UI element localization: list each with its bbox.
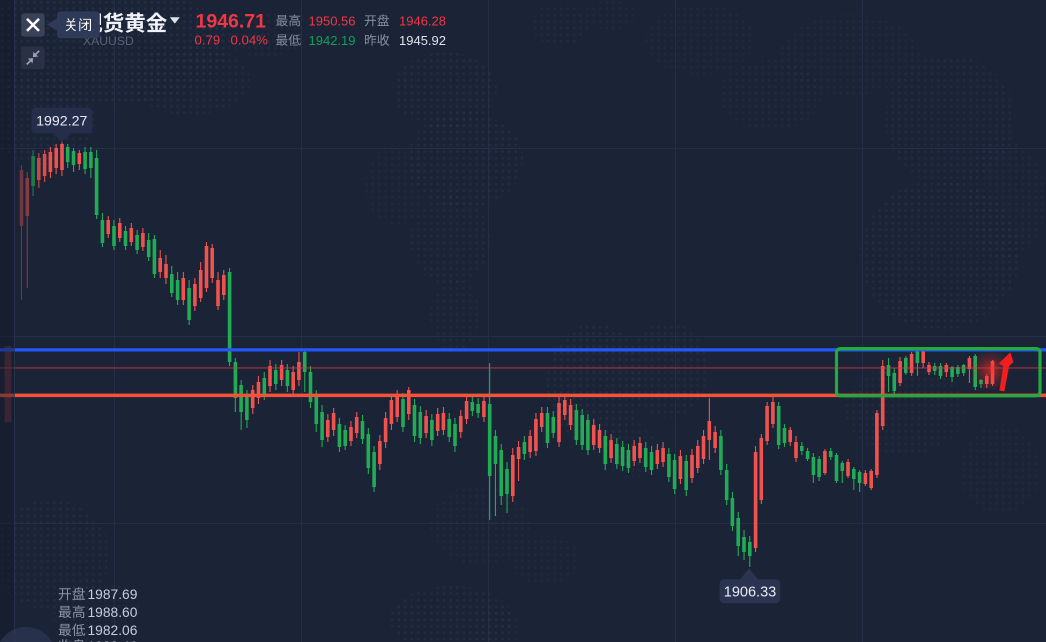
svg-text:1982.06: 1982.06	[88, 623, 138, 638]
svg-text:0.04%: 0.04%	[231, 32, 269, 47]
svg-text:1906.33: 1906.33	[724, 584, 776, 600]
svg-text:0.79: 0.79	[195, 32, 221, 47]
svg-text:1945.92: 1945.92	[399, 33, 446, 48]
svg-text:1983.46: 1983.46	[88, 639, 138, 642]
svg-text:1992.27: 1992.27	[36, 114, 87, 130]
svg-text:1946.71: 1946.71	[196, 11, 267, 33]
svg-text:1987.69: 1987.69	[88, 587, 138, 602]
svg-text:1950.56: 1950.56	[309, 13, 356, 28]
svg-text:1946.28: 1946.28	[399, 13, 446, 28]
svg-text:1942.19: 1942.19	[309, 33, 356, 48]
svg-text:1988.60: 1988.60	[88, 605, 138, 620]
